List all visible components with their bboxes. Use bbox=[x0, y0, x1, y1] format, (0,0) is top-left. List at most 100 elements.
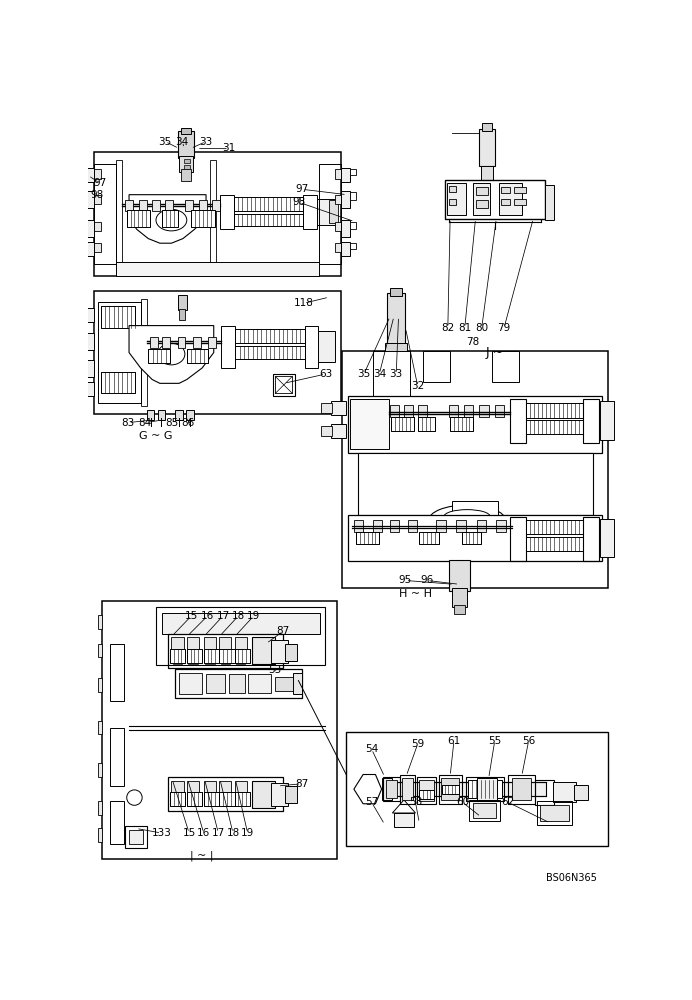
Bar bbox=[454, 605, 465, 614]
Bar bbox=[346, 732, 608, 846]
Circle shape bbox=[127, 790, 142, 805]
Text: 35: 35 bbox=[158, 137, 172, 147]
Bar bbox=[110, 644, 124, 701]
Bar bbox=[501, 199, 510, 205]
Text: 63: 63 bbox=[319, 369, 332, 379]
Text: 81: 81 bbox=[458, 323, 471, 333]
Bar bbox=[234, 214, 303, 226]
Bar bbox=[80, 222, 86, 229]
Bar bbox=[98, 721, 102, 734]
Bar bbox=[318, 331, 336, 362]
Bar bbox=[193, 337, 201, 348]
Bar bbox=[319, 164, 340, 264]
Bar bbox=[127, 210, 150, 227]
Bar bbox=[235, 329, 304, 343]
Text: 87: 87 bbox=[295, 779, 308, 789]
Bar bbox=[321, 403, 332, 413]
Bar bbox=[304, 326, 318, 368]
Bar bbox=[526, 537, 583, 551]
Bar bbox=[162, 210, 178, 227]
Bar bbox=[526, 420, 583, 434]
Text: 18: 18 bbox=[232, 611, 245, 621]
Text: J ~: J ~ bbox=[486, 346, 504, 359]
Text: 33: 33 bbox=[199, 137, 212, 147]
Text: 118: 118 bbox=[294, 298, 313, 308]
Bar bbox=[480, 129, 495, 166]
Bar bbox=[85, 168, 94, 182]
Bar bbox=[386, 780, 397, 798]
Bar bbox=[462, 532, 481, 544]
Bar bbox=[477, 520, 486, 532]
Text: 15: 15 bbox=[183, 828, 196, 838]
Text: 78: 78 bbox=[466, 337, 479, 347]
Bar bbox=[94, 243, 100, 252]
Bar bbox=[187, 349, 208, 363]
Bar bbox=[349, 396, 602, 453]
Bar bbox=[450, 417, 473, 431]
Bar bbox=[448, 405, 458, 417]
Bar bbox=[354, 520, 363, 532]
Bar bbox=[473, 183, 490, 215]
Bar bbox=[419, 780, 434, 801]
Bar bbox=[335, 243, 340, 252]
Bar bbox=[349, 515, 602, 561]
Bar bbox=[350, 222, 356, 229]
Bar bbox=[187, 637, 199, 653]
Bar bbox=[187, 781, 199, 796]
Bar bbox=[495, 405, 504, 417]
Bar bbox=[165, 200, 173, 211]
Bar bbox=[85, 333, 94, 350]
Bar bbox=[179, 673, 202, 694]
Text: 15: 15 bbox=[185, 611, 198, 621]
Bar bbox=[188, 795, 198, 806]
Bar bbox=[162, 613, 320, 634]
Bar bbox=[140, 299, 147, 406]
Bar bbox=[110, 728, 124, 786]
Bar bbox=[172, 637, 183, 653]
Bar bbox=[148, 349, 170, 363]
Bar bbox=[181, 128, 192, 134]
Bar bbox=[147, 410, 154, 420]
Bar bbox=[417, 777, 436, 804]
Bar bbox=[477, 778, 497, 800]
Bar bbox=[235, 346, 304, 359]
Bar bbox=[185, 200, 193, 211]
Bar bbox=[206, 674, 226, 693]
Bar bbox=[424, 351, 450, 382]
Bar bbox=[583, 517, 599, 561]
Bar bbox=[219, 649, 235, 663]
Text: 19: 19 bbox=[241, 828, 254, 838]
Bar bbox=[390, 405, 399, 417]
Bar bbox=[206, 795, 215, 806]
Bar bbox=[167, 777, 283, 811]
Bar bbox=[156, 607, 325, 665]
Text: 32: 32 bbox=[411, 381, 424, 391]
Bar bbox=[335, 169, 340, 179]
Bar bbox=[482, 123, 493, 131]
Text: 83: 83 bbox=[122, 418, 135, 428]
Bar bbox=[501, 187, 510, 193]
Bar bbox=[203, 637, 216, 653]
Bar bbox=[212, 200, 220, 211]
Bar bbox=[452, 588, 467, 607]
Text: 55: 55 bbox=[488, 736, 502, 746]
Bar bbox=[172, 781, 183, 796]
Bar bbox=[235, 649, 250, 663]
Bar bbox=[85, 382, 94, 396]
Bar bbox=[447, 183, 466, 215]
Bar bbox=[493, 351, 520, 382]
Bar bbox=[170, 792, 185, 806]
Bar bbox=[219, 781, 231, 796]
Bar bbox=[469, 800, 500, 821]
Bar bbox=[448, 186, 456, 192]
Ellipse shape bbox=[444, 510, 490, 523]
Bar bbox=[373, 520, 383, 532]
Bar bbox=[391, 368, 401, 379]
Bar bbox=[448, 560, 470, 591]
Text: 53: 53 bbox=[268, 665, 281, 675]
Bar bbox=[221, 795, 230, 806]
Bar bbox=[526, 520, 583, 534]
Bar bbox=[80, 192, 86, 200]
Bar bbox=[183, 158, 190, 163]
Bar bbox=[387, 293, 406, 355]
